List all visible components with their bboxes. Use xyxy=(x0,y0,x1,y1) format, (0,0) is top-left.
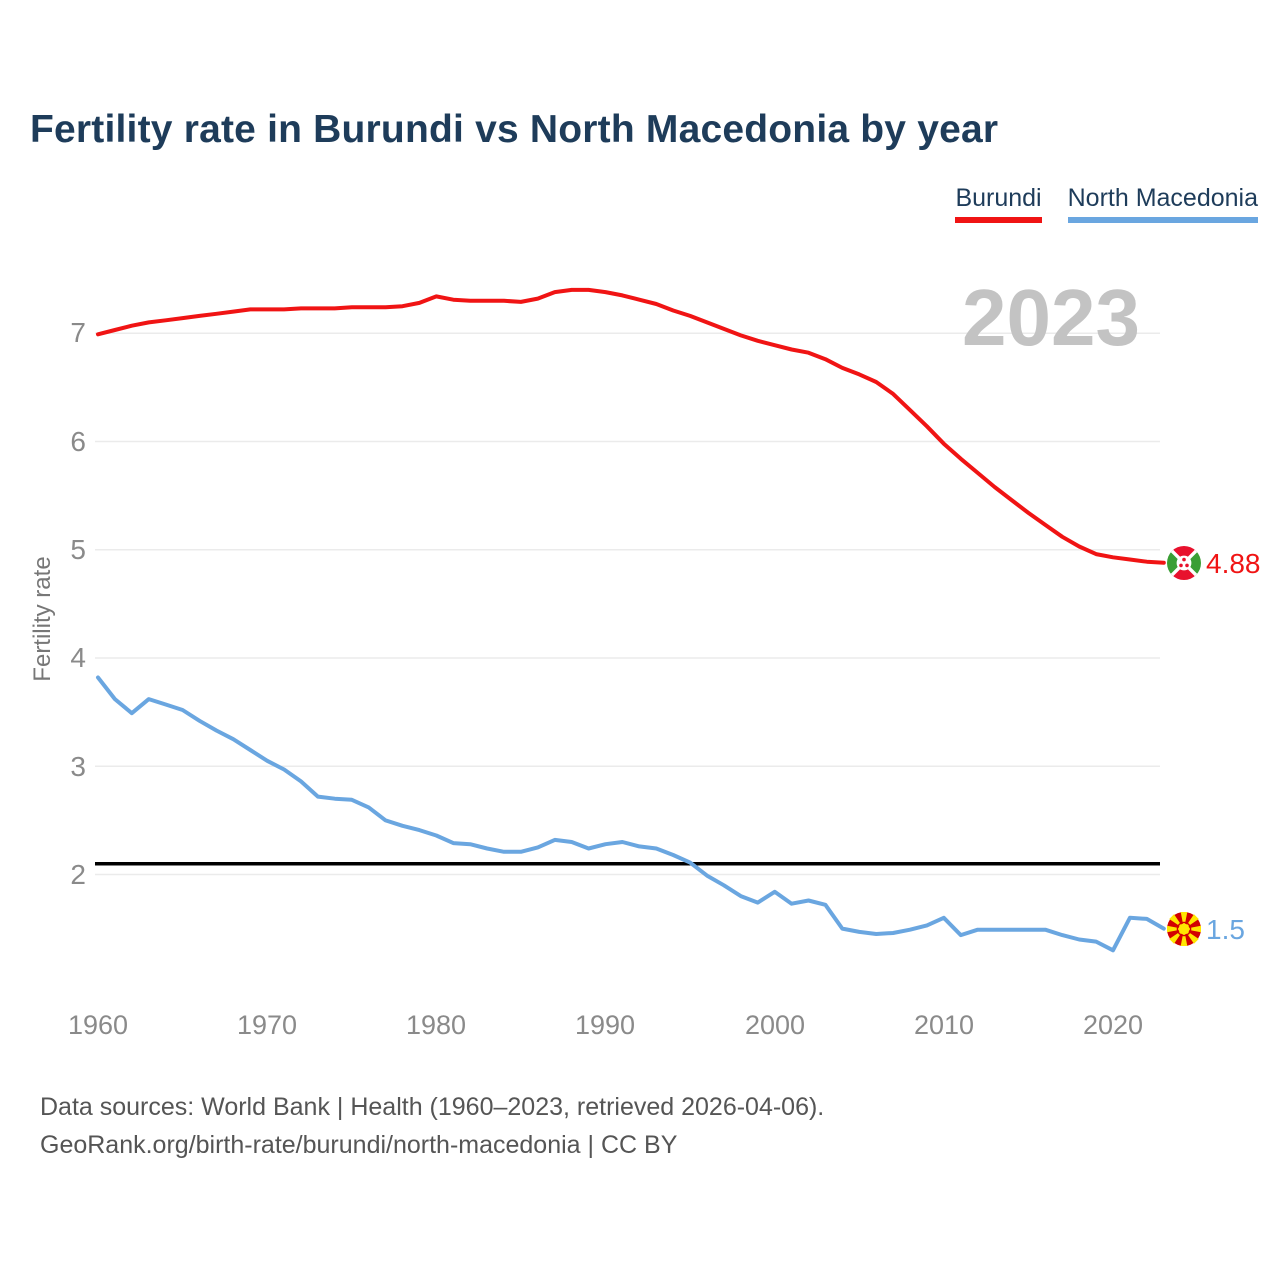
x-tick-1970: 1970 xyxy=(236,1010,298,1040)
y-tick-2: 2 xyxy=(70,859,86,890)
source-line-2: GeoRank.org/birth-rate/burundi/north-mac… xyxy=(40,1131,678,1159)
data-source-note: Data sources: World Bank | Health (1960–… xyxy=(40,1088,824,1164)
y-tick-5: 5 xyxy=(70,534,86,565)
x-tick-2000: 2000 xyxy=(744,1010,806,1040)
y-tick-6: 6 xyxy=(70,426,86,457)
y-tick-7: 7 xyxy=(70,317,86,348)
x-tick-2020: 2020 xyxy=(1082,1010,1144,1040)
north-macedonia-end-value: 1.5 xyxy=(1206,914,1245,945)
burundi-flag-icon xyxy=(1167,546,1201,580)
x-tick-1960: 1960 xyxy=(67,1010,129,1040)
y-tick-4: 4 xyxy=(70,642,86,673)
x-tick-1990: 1990 xyxy=(574,1010,636,1040)
y-tick-3: 3 xyxy=(70,751,86,782)
legend-item-north-macedonia[interactable]: North Macedonia xyxy=(1067,184,1258,223)
x-tick-1980: 1980 xyxy=(405,1010,467,1040)
burundi-end-value: 4.88 xyxy=(1206,548,1261,579)
north-macedonia-flag-icon xyxy=(1167,912,1201,946)
source-line-1: Data sources: World Bank | Health (1960–… xyxy=(40,1093,825,1121)
legend: Burundi North Macedonia xyxy=(955,184,1258,223)
page-title: Fertility rate in Burundi vs North Maced… xyxy=(30,108,999,151)
legend-item-burundi[interactable]: Burundi xyxy=(955,184,1042,223)
x-tick-2010: 2010 xyxy=(913,1010,975,1040)
svg-text:2023: 2023 xyxy=(962,273,1140,362)
